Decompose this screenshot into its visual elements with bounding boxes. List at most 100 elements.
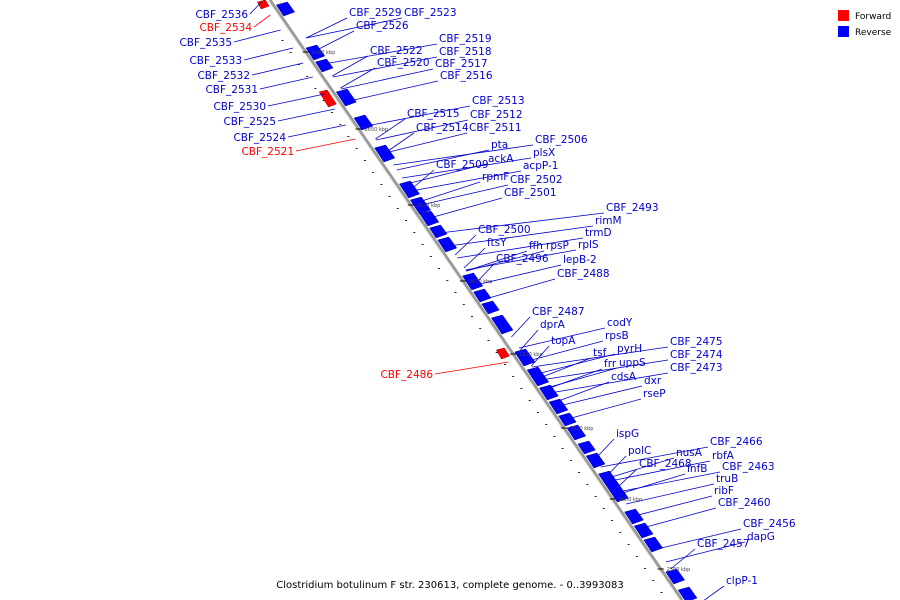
gene-label: codY xyxy=(607,317,633,329)
leader-line xyxy=(287,124,346,138)
leader-line xyxy=(485,278,556,300)
track-mark xyxy=(611,520,614,521)
leader-line xyxy=(267,93,325,107)
gene-label: CBF_2475 xyxy=(670,336,723,348)
coordinate-ticks: 2660 kbp 2650 kbp 2640 kbp 2630 kbp 2620 kbp… xyxy=(302,50,690,573)
leader-line xyxy=(340,67,376,89)
leader-line xyxy=(314,30,355,52)
leader-line xyxy=(540,359,669,381)
track-mark xyxy=(297,64,300,65)
gene-label: CBF_2488 xyxy=(557,268,610,280)
track-mark xyxy=(635,556,638,557)
leader-line xyxy=(376,119,469,141)
leader-line xyxy=(233,29,281,43)
gene-label: CBF_2500 xyxy=(478,224,531,236)
track-mark xyxy=(487,340,490,341)
leader-line xyxy=(634,495,713,517)
track-mark xyxy=(619,532,622,533)
track-mark xyxy=(347,136,350,137)
track-mark xyxy=(462,304,465,305)
reverse-gene-block xyxy=(374,144,396,163)
track-mark xyxy=(355,148,358,149)
leader-line xyxy=(642,507,717,529)
reverse-gene-block xyxy=(539,384,559,401)
leader-line xyxy=(418,181,481,203)
gene-label: CBF_2530 xyxy=(213,101,266,113)
leader-line xyxy=(411,170,522,192)
gene-label: CBF_2496 xyxy=(496,253,549,265)
track-mark xyxy=(627,544,630,545)
track-mark xyxy=(569,460,572,461)
gene-label: CBF_2534 xyxy=(199,22,252,34)
track-mark xyxy=(602,508,605,509)
gene-label: ribF xyxy=(714,485,734,497)
gene-label: CBF_2493 xyxy=(606,202,659,214)
legend-forward-label: Forward xyxy=(855,12,891,22)
leader-line xyxy=(531,345,550,367)
leader-line xyxy=(429,197,503,219)
gene-label: pyrH xyxy=(617,343,642,355)
gene-label: CBF_2523 xyxy=(404,7,457,19)
leader-line xyxy=(539,357,592,379)
gene-label: CBF_2532 xyxy=(197,70,250,82)
leader-line xyxy=(384,132,415,154)
tick-label: 2600 kbp xyxy=(619,497,643,503)
gene-label: rbfA xyxy=(712,450,735,462)
gene-label: CBF_2518 xyxy=(439,46,492,58)
gene-label: CBF_2457 xyxy=(697,538,750,550)
leader-line xyxy=(549,372,669,394)
gene-label: ispG xyxy=(616,428,639,440)
tick-label: 2610 kbp xyxy=(570,426,594,432)
gene-label: rpsP xyxy=(546,240,569,252)
label-leader-lines xyxy=(233,1,746,600)
leader-line xyxy=(465,250,528,272)
reverse-gene-block xyxy=(419,210,440,227)
gene-label: CBF_2456 xyxy=(743,518,796,530)
leader-line xyxy=(567,398,642,420)
gene-label: CBF_2513 xyxy=(472,95,525,107)
reverse-gene-block xyxy=(353,114,374,131)
track-mark xyxy=(561,448,564,449)
reverse-gene-block xyxy=(437,236,458,253)
leader-line xyxy=(610,460,711,482)
track-mark xyxy=(388,196,391,197)
leader-line xyxy=(243,47,294,61)
track-mark xyxy=(446,280,449,281)
leader-line xyxy=(463,247,486,269)
reverse-gene-block xyxy=(566,424,587,441)
track-mark xyxy=(594,496,597,497)
reverse-gene-block xyxy=(305,44,326,61)
leader-line xyxy=(402,157,532,179)
leader-line xyxy=(448,225,594,247)
gene-label: dprA xyxy=(540,319,566,331)
tick-label: 2650 kbp xyxy=(365,127,389,133)
track-mark xyxy=(512,376,515,377)
reverse-gene-block xyxy=(665,568,686,585)
gene-label: cdsA xyxy=(611,371,637,383)
gene-label: CBF_2502 xyxy=(510,174,563,186)
track-mark xyxy=(413,232,416,233)
gene-label: CBF_2526 xyxy=(356,20,409,32)
gene-label: frr xyxy=(604,358,617,370)
gene-label: ackA xyxy=(488,153,514,165)
gene-label: topA xyxy=(551,335,576,347)
tick-label: 2630 kbp xyxy=(469,279,493,285)
track-mark xyxy=(644,568,646,569)
leader-line xyxy=(606,455,627,477)
reverse-gene-block xyxy=(490,314,514,335)
leader-line xyxy=(393,144,534,166)
leader-line xyxy=(617,471,721,493)
leader-line xyxy=(295,138,356,152)
reverse-gene-block xyxy=(481,300,500,315)
gene-label: CBF_2529 xyxy=(349,7,402,19)
tick-label: 2660 kbp xyxy=(312,50,336,56)
gene-label: lepB-2 xyxy=(563,254,597,266)
track-mark xyxy=(536,412,539,413)
leader-line xyxy=(656,528,742,550)
track-mark xyxy=(495,352,498,353)
leader-line xyxy=(375,118,406,140)
gene-label: rpsB xyxy=(605,330,629,342)
reverse-gene-block xyxy=(577,440,596,455)
leader-line xyxy=(410,169,435,191)
